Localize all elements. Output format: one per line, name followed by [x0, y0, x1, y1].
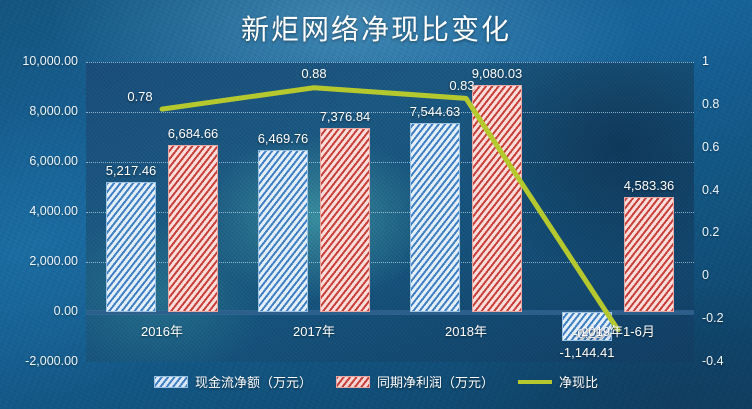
- right-axis-tick: 0: [702, 268, 709, 283]
- bar-blue[interactable]: [410, 123, 460, 312]
- chart-legend: 现金流净额（万元） 同期净利润（万元） 净现比: [0, 372, 752, 391]
- legend-label: 净现比: [559, 375, 599, 390]
- gridline: [86, 212, 694, 214]
- right-axis-tick: -0.2: [702, 311, 724, 326]
- right-axis-tick: 0.2: [702, 225, 720, 240]
- legend-item[interactable]: 现金流净额（万元）: [153, 372, 312, 391]
- category-label: 2017年: [293, 324, 335, 339]
- legend-label: 同期净利润（万元）: [376, 375, 494, 390]
- left-axis-tick: 2,000.00: [29, 254, 78, 268]
- legend-swatch-red: [335, 375, 370, 388]
- legend-item[interactable]: 净现比: [518, 372, 598, 391]
- line-value-label: 0.88: [301, 65, 327, 81]
- line-value-label: -0.25: [573, 325, 603, 341]
- right-axis-tick: -0.4: [702, 354, 724, 368]
- gridline: [86, 62, 694, 64]
- gridline: [86, 262, 694, 264]
- legend-label: 现金流净额（万元）: [194, 375, 312, 390]
- left-axis-tick: 4,000.00: [29, 204, 78, 218]
- bar-blue[interactable]: [258, 150, 308, 312]
- gridline: [86, 112, 694, 114]
- right-axis-tick: 0.4: [702, 182, 720, 197]
- plot-area: [86, 62, 694, 362]
- chart-title: 新炬网络净现比变化: [240, 15, 511, 46]
- left-axis-tick: -2,000.00: [25, 354, 78, 368]
- bar-value-label: -1,144.41: [559, 344, 615, 360]
- bar-value-label: 7,544.63: [409, 104, 461, 120]
- bar-blue[interactable]: [106, 181, 156, 312]
- left-axis-tick: 8,000.00: [29, 104, 78, 118]
- bar-red[interactable]: [320, 127, 370, 312]
- category-label: 2019年1-6月: [581, 324, 655, 339]
- line-value-label: 0.83: [449, 78, 475, 94]
- bar-blue[interactable]: [562, 312, 612, 341]
- legend-swatch-blue: [153, 375, 188, 388]
- left-axis-tick: 10,000.00: [22, 54, 78, 68]
- bar-value-label: 5,217.46: [105, 162, 157, 178]
- right-axis-tick: 0.8: [702, 96, 720, 111]
- gridline: [86, 162, 694, 164]
- bar-value-label: 6,684.66: [167, 125, 219, 141]
- bar-red[interactable]: [168, 144, 218, 312]
- net-cash-ratio-line: [159, 85, 621, 333]
- left-axis-tick: 0.00: [53, 304, 78, 318]
- legend-swatch-line: [518, 379, 552, 384]
- bar-value-label: 4,583.36: [623, 178, 675, 194]
- bar-value-label: 6,469.76: [257, 131, 309, 147]
- bar-value-label: 7,376.84: [319, 108, 371, 124]
- bar-red[interactable]: [624, 197, 674, 312]
- category-label: 2016年: [141, 324, 183, 339]
- zero-line: [86, 311, 694, 314]
- line-value-label: 0.78: [127, 89, 153, 105]
- left-axis-tick: 6,000.00: [29, 154, 78, 168]
- right-axis-tick: 0.6: [702, 139, 720, 154]
- legend-item[interactable]: 同期净利润（万元）: [335, 372, 494, 391]
- category-label: 2018年: [445, 324, 487, 339]
- bar-value-label: 9,080.03: [471, 65, 523, 81]
- right-axis-tick: 1: [702, 54, 709, 68]
